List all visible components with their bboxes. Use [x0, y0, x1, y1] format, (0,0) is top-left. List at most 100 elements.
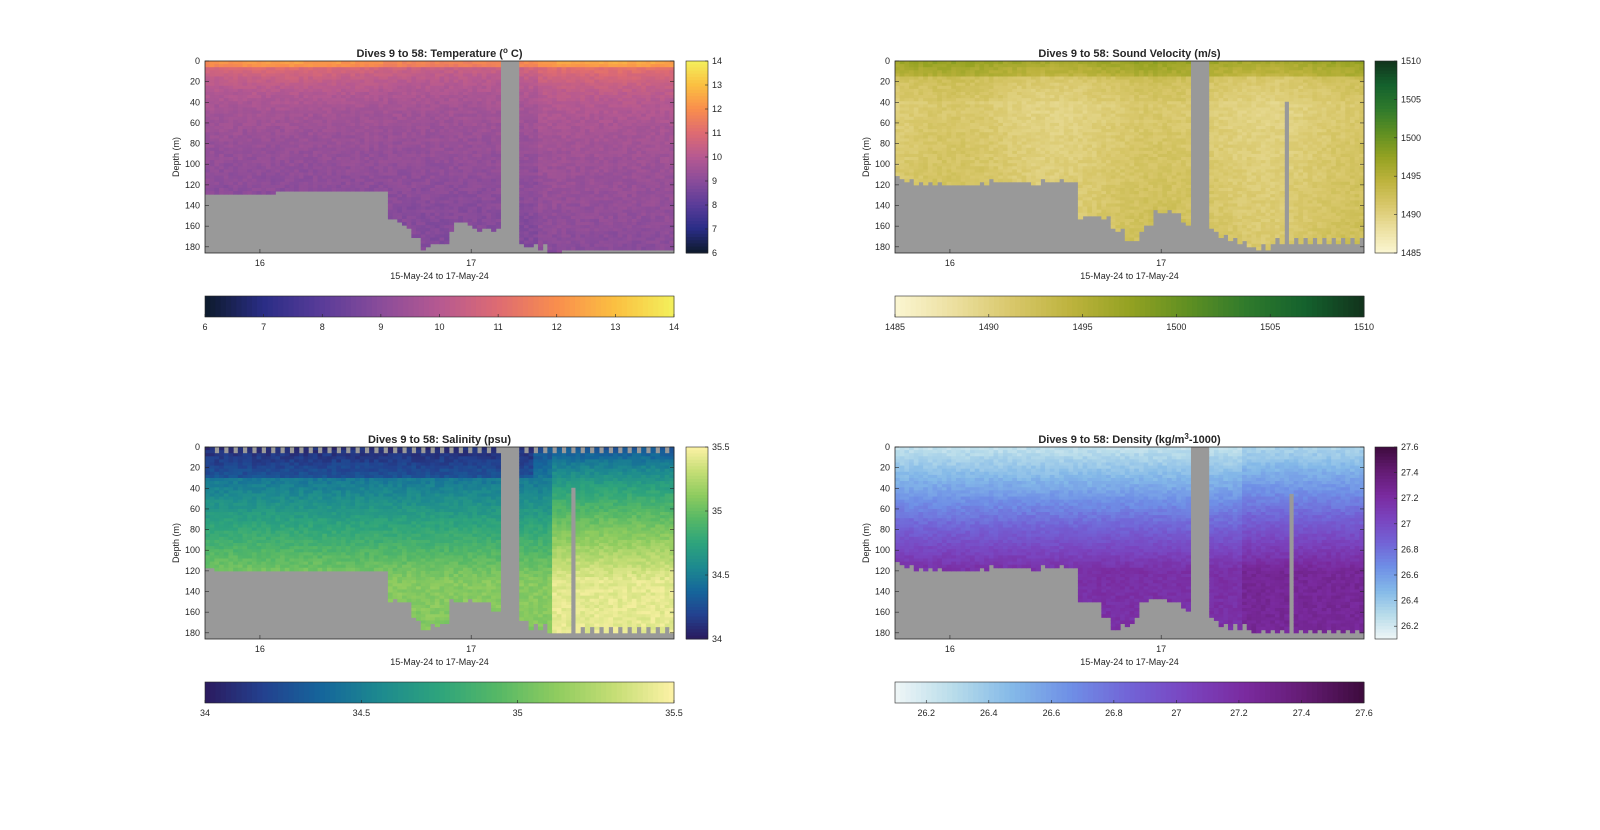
temperature-cell	[659, 240, 666, 245]
temperature-cell	[256, 82, 262, 87]
temperature-cell	[219, 175, 225, 180]
temperature-cell	[350, 104, 356, 108]
temperature-cell	[373, 64, 380, 68]
temperature-cell	[425, 79, 431, 84]
temperature-cell	[373, 91, 380, 96]
temperature-cell	[462, 157, 469, 161]
temperature-cell	[247, 178, 253, 183]
temperature-cell	[336, 61, 342, 65]
temperature-cell	[645, 150, 652, 155]
temperature-cell	[589, 178, 595, 183]
temperature-cell	[298, 181, 304, 186]
temperature-cell	[289, 113, 295, 118]
temperature-cell	[613, 116, 619, 121]
temperature-cell	[401, 82, 408, 87]
temperature-cell	[453, 147, 459, 152]
temperature-cell	[655, 79, 661, 84]
temperature-cell	[561, 70, 567, 74]
temperature-cell	[613, 129, 619, 133]
temperature-cell	[533, 212, 539, 217]
temperature-cell	[650, 141, 656, 146]
temperature-cell	[303, 113, 309, 118]
temperature-cell	[331, 64, 337, 68]
temperature-cell	[214, 141, 220, 146]
temperature-cell	[669, 209, 675, 214]
temperature-cell	[664, 169, 670, 173]
temperature-cell	[669, 91, 675, 96]
temperature-cell	[256, 129, 262, 133]
temperature-cell	[317, 126, 323, 130]
temperature-cell	[430, 200, 436, 204]
temperature-cell	[270, 70, 276, 74]
temperature-cell	[453, 215, 459, 220]
temperature-cell	[322, 184, 328, 189]
temperature-cell	[369, 150, 375, 155]
temperature-cell	[561, 150, 567, 155]
temperature-cell	[326, 147, 333, 152]
temperature-cell	[345, 144, 351, 149]
temperature-cell	[416, 150, 422, 155]
temperature-cell	[594, 231, 600, 235]
temperature-cell	[434, 122, 440, 127]
temperature-cell	[519, 234, 525, 239]
temperature-cell	[636, 172, 642, 177]
temperature-cell	[631, 240, 637, 245]
temperature-cell	[636, 113, 642, 118]
temperature-cell	[270, 157, 276, 161]
temperature-cell	[584, 64, 591, 68]
temperature-cell	[523, 153, 530, 158]
temperature-cell	[378, 147, 384, 152]
temperature-cell	[242, 153, 248, 158]
temperature-cell	[439, 218, 445, 223]
temperature-cell	[453, 206, 459, 211]
temperature-cell	[645, 95, 652, 99]
temperature-cell	[631, 178, 637, 183]
temperature-cell	[458, 172, 464, 177]
temperature-cell	[617, 218, 623, 223]
temperature-cell	[659, 119, 666, 124]
temperature-cell	[350, 144, 356, 149]
temperature-cell	[233, 91, 239, 96]
temperature-cell	[477, 76, 483, 81]
temperature-cell	[598, 104, 605, 108]
temperature-cell	[298, 73, 304, 77]
temperature-cell	[659, 79, 666, 84]
temperature-cell	[641, 107, 647, 112]
temperature-cell	[636, 231, 642, 235]
temperature-cell	[537, 166, 544, 170]
temperature-cell	[472, 82, 478, 87]
temperature-cell	[359, 178, 365, 183]
temperature-cell	[523, 231, 530, 235]
temperature-cell	[664, 191, 670, 195]
temperature-cell	[598, 110, 605, 115]
temperature-cell	[298, 107, 304, 112]
temperature-cell	[533, 144, 539, 149]
temperature-cell	[416, 141, 422, 146]
temperature-cell	[209, 101, 215, 105]
temperature-cell	[580, 91, 586, 96]
temperature-cell	[416, 126, 422, 130]
temperature-cell	[631, 61, 637, 65]
temperature-cell	[552, 194, 558, 198]
temperature-cell	[613, 206, 619, 211]
temperature-cell	[598, 64, 605, 68]
temperature-cell	[589, 181, 595, 186]
temperature-cell	[345, 172, 351, 177]
temperature-cell	[425, 116, 431, 121]
temperature-cell	[622, 73, 628, 77]
temperature-cell	[556, 119, 562, 124]
temperature-cell	[641, 212, 647, 217]
temperature-cell	[547, 172, 553, 177]
temperature-cell	[228, 157, 234, 161]
temperature-cell	[477, 169, 483, 173]
temperature-cell	[580, 76, 586, 81]
temperature-cell	[237, 113, 244, 118]
temperature-cell	[331, 178, 337, 183]
temperature-cell	[265, 181, 272, 186]
temperature-cell	[275, 98, 281, 102]
temperature-cell	[608, 95, 614, 99]
temperature-cell	[219, 79, 225, 84]
temperature-cell	[434, 101, 440, 105]
temperature-cell	[425, 144, 431, 149]
temperature-cell	[556, 150, 562, 155]
